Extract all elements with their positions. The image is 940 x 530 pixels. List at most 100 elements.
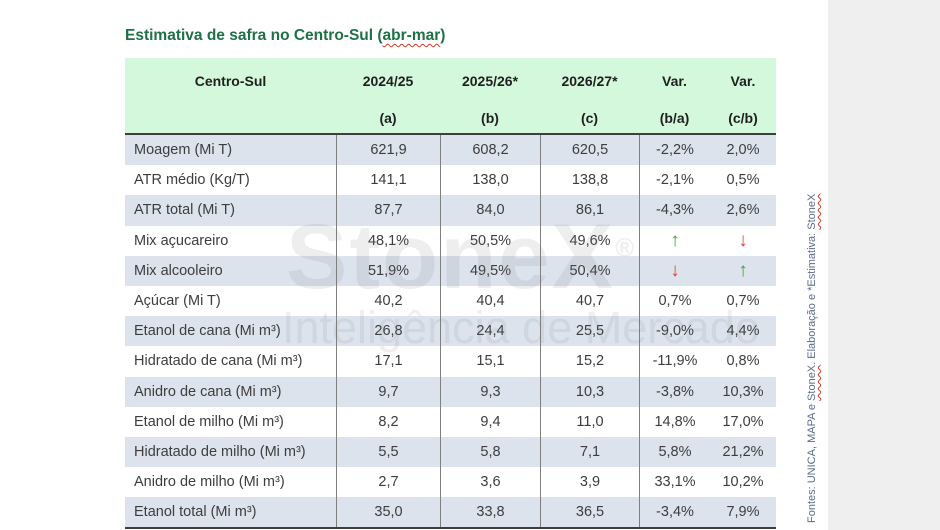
cell-value: 0,7%	[726, 293, 760, 310]
cell-value: 9,3	[440, 376, 540, 407]
cell-value: 0,5%	[726, 172, 760, 189]
cell-value: 24,4	[440, 316, 540, 347]
source-note: Fontes: UNICA, MAPA e StoneX. Elaboração…	[806, 194, 818, 523]
cell-value: 49,6%	[540, 225, 639, 256]
cell-value: 40,2	[336, 285, 440, 317]
header-line2: (b/a)	[659, 110, 690, 126]
cell-value: 10,2%	[722, 474, 764, 491]
header-line1: 2025/26*	[461, 73, 519, 89]
header-line2: (c)	[580, 110, 599, 126]
trend-up-arrow-icon: ↑	[639, 225, 710, 256]
source-brand1: StoneX	[806, 364, 818, 401]
cell-value: 620,5	[540, 135, 639, 166]
header-line2: (b)	[481, 110, 499, 126]
header-cell-2024-25: 2024/25 (a)	[336, 58, 440, 133]
row-label: Moagem (Mi T)	[134, 142, 233, 159]
cell-value: 86,1	[540, 195, 639, 226]
cell-value: -3,8%	[639, 376, 710, 407]
table-row: Hidratado de cana (Mi m³) 17,1 15,1 15,2 -11…	[125, 346, 776, 377]
table-row: ATR médio (Kg/T) 141,1 138,0 138,8 -2,1% 0,5%	[125, 165, 776, 196]
table-row: Mix açucareiro 48,1% 50,5% 49,6% ↑ ↓	[125, 225, 776, 256]
row-label: Açúcar (Mi T)	[134, 293, 221, 310]
cell-value: -2,2%	[639, 135, 710, 166]
cell-value: 3,6	[440, 467, 540, 498]
table-header: Centro-Sul 2024/25 (a) 2025/26* (b) 2026/27* (…	[125, 58, 776, 135]
cell-value: 49,5%	[440, 255, 540, 286]
row-label: Etanol de milho (Mi m³)	[134, 413, 284, 430]
cell-value: 8,2	[336, 406, 440, 437]
cell-value: 15,2	[540, 346, 639, 377]
table-body: Moagem (Mi T) 621,9 608,2 620,5 -2,2% 2,0% ATR…	[125, 135, 776, 530]
title-prefix: Estimativa de safra no Centro-Sul (	[125, 27, 383, 44]
cell-value: 15,1	[440, 346, 540, 377]
cell-value: 35,0	[336, 497, 440, 528]
row-label: Hidratado de milho (Mi m³)	[134, 443, 306, 460]
cell-value: 50,5%	[440, 225, 540, 256]
cell-value: 7,9%	[726, 504, 760, 521]
row-label: Anidro de milho (Mi m³)	[134, 474, 285, 491]
row-label: Mix alcooleiro	[134, 262, 223, 279]
cell-value: 36,5	[540, 497, 639, 528]
table-row: Anidro de cana (Mi m³) 9,7 9,3 10,3 -3,8% 10,…	[125, 376, 776, 407]
title-highlight: abr-mar	[382, 27, 441, 44]
row-label: ATR médio (Kg/T)	[134, 172, 250, 189]
header-cell-centro-sul: Centro-Sul	[125, 58, 336, 133]
cell-value: 25,5	[540, 316, 639, 347]
row-label: Etanol total (Mi m³)	[134, 504, 257, 521]
cell-value: 9,7	[336, 376, 440, 407]
cell-value: 40,4	[440, 285, 540, 317]
cell-value: 138,0	[440, 165, 540, 196]
source-part2: . Elaboração e *Estimativa:	[806, 229, 818, 365]
table-row: Mix alcooleiro 51,9% 49,5% 50,4% ↓ ↑	[125, 255, 776, 286]
row-label: Mix açucareiro	[134, 232, 229, 249]
trend-down-arrow-icon: ↓	[738, 229, 748, 251]
cell-value: -3,4%	[639, 497, 710, 528]
source-part1: Fontes: UNICA, MAPA e	[806, 400, 818, 523]
header-line1: 2024/25	[362, 73, 414, 89]
cell-value: 9,4	[440, 406, 540, 437]
cell-value: 11,0	[540, 406, 639, 437]
cell-value: -11,9%	[639, 346, 710, 377]
cell-value: -2,1%	[639, 165, 710, 196]
header-line1: Centro-Sul	[194, 73, 267, 89]
cell-value: 608,2	[440, 135, 540, 166]
page-title: Estimativa de safra no Centro-Sul (abr-m…	[125, 27, 445, 45]
table-row: Moagem (Mi T) 621,9 608,2 620,5 -2,2% 2,0%	[125, 135, 776, 166]
cell-value: 141,1	[336, 165, 440, 196]
table-row: Etanol de milho (Mi m³) 8,2 9,4 11,0 14,8% 17…	[125, 406, 776, 437]
cell-value: 84,0	[440, 195, 540, 226]
title-suffix: )	[440, 27, 446, 44]
cell-value: 7,1	[540, 436, 639, 468]
table-row: Açúcar (Mi T) 40,2 40,4 40,7 0,7% 0,7%	[125, 285, 776, 317]
row-label: Etanol de cana (Mi m³)	[134, 323, 281, 340]
cell-value: 138,8	[540, 165, 639, 196]
header-line1: Var.	[730, 73, 756, 89]
table-row: Etanol total (Mi m³) 35,0 33,8 36,5 -3,4% 7,9…	[125, 497, 776, 528]
table-row: Anidro de milho (Mi m³) 2,7 3,6 3,9 33,1% 10,…	[125, 467, 776, 498]
cell-value: 2,7	[336, 467, 440, 498]
cell-value: 621,9	[336, 135, 440, 166]
trend-down-arrow-icon: ↓	[639, 255, 710, 286]
cell-value: 26,8	[336, 316, 440, 347]
row-label: ATR total (Mi T)	[134, 202, 235, 219]
header-cell-2025-26-: 2025/26* (b)	[440, 58, 540, 133]
cell-value: -4,3%	[639, 195, 710, 226]
cell-value: 51,9%	[336, 255, 440, 286]
cell-value: 0,8%	[726, 353, 760, 370]
cell-value: 87,7	[336, 195, 440, 226]
source-brand2: StoneX	[806, 193, 818, 230]
cell-value: 10,3	[540, 376, 639, 407]
cell-value: 50,4%	[540, 255, 639, 286]
cell-value: 33,8	[440, 497, 540, 528]
header-cell-var-: Var. (c/b)	[710, 58, 776, 133]
header-line2: (a)	[379, 110, 397, 126]
harvest-estimate-table: Centro-Sul 2024/25 (a) 2025/26* (b) 2026/27* (…	[125, 58, 776, 530]
cell-value: 5,8	[440, 436, 540, 468]
table-row: Hidratado de milho (Mi m³) 5,5 5,8 7,1 5,8% 2…	[125, 436, 776, 468]
cell-value: 40,7	[540, 285, 639, 317]
cell-value: -9,0%	[639, 316, 710, 347]
cell-value: 17,1	[336, 346, 440, 377]
cell-value: 5,8%	[639, 436, 710, 468]
cell-value: 3,9	[540, 467, 639, 498]
cell-value: 10,3%	[722, 383, 764, 400]
